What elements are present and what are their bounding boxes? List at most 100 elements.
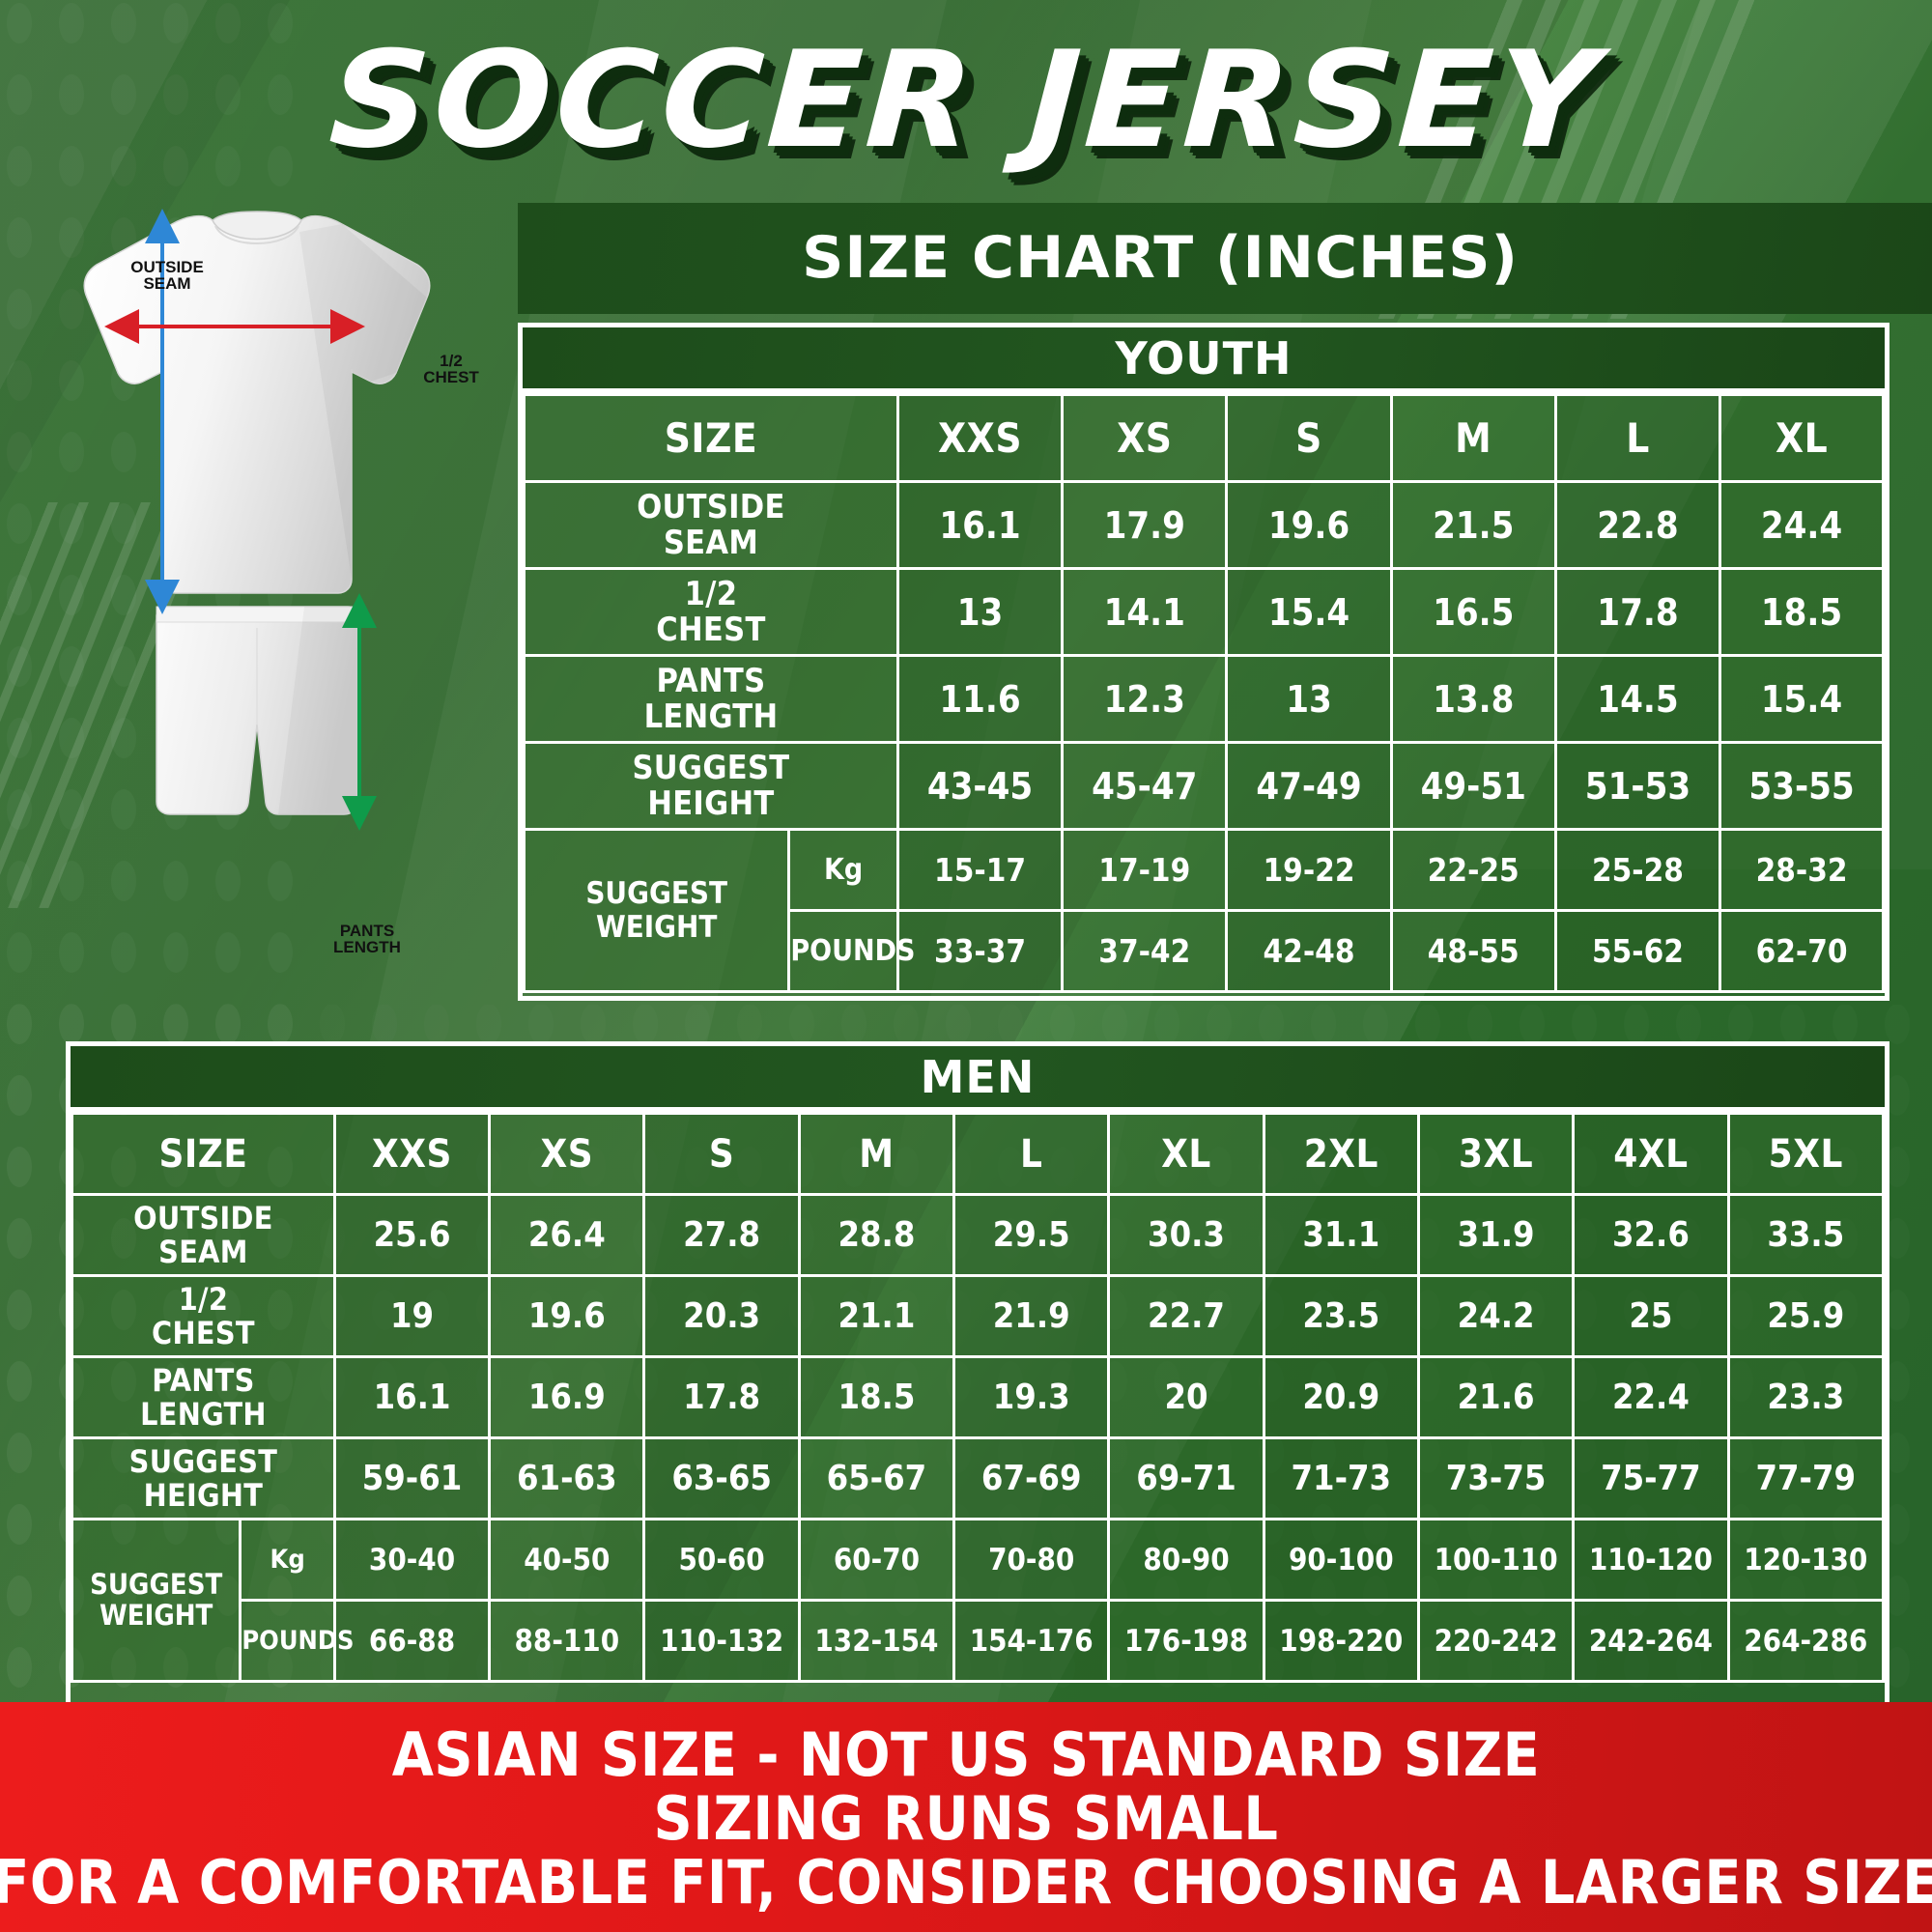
- men-kg-2: 50-60: [642, 1518, 801, 1602]
- men-size-col-7: 3XL: [1416, 1112, 1576, 1196]
- men-cell-1-8: 25: [1572, 1274, 1730, 1358]
- men-cell-2-4: 19.3: [952, 1355, 1111, 1439]
- youth-lb-3: 48-55: [1389, 909, 1557, 993]
- men-cell-2-2: 17.8: [642, 1355, 801, 1439]
- youth-lb-5: 62-70: [1719, 909, 1885, 993]
- men-lb-0: 66-88: [332, 1599, 492, 1683]
- men-cell-2-8: 22.4: [1572, 1355, 1730, 1439]
- men-size-col-6: 2XL: [1262, 1112, 1420, 1196]
- men-cell-0-2: 27.8: [642, 1193, 801, 1277]
- men-cell-0-1: 26.4: [488, 1193, 646, 1277]
- men-row-outside-seam: OUTSIDE SEAM 25.6 26.4 27.8 28.8 29.5 30…: [71, 1193, 1886, 1277]
- men-weight-unit-kg: Kg: [239, 1518, 336, 1602]
- men-size-col-1: XS: [488, 1112, 646, 1196]
- men-cell-0-8: 32.6: [1572, 1193, 1730, 1277]
- men-weight-unit-pounds: POUNDS: [239, 1599, 355, 1683]
- men-cell-3-3: 65-67: [797, 1436, 956, 1520]
- men-size-col-3: M: [797, 1112, 956, 1196]
- youth-row-weight-kg: SUGGEST WEIGHT Kg 15-17 17-19 19-22 22-2…: [522, 828, 1885, 993]
- men-kg-1: 40-50: [488, 1518, 646, 1602]
- youth-cell-0-5: 24.4: [1719, 480, 1885, 570]
- men-lb-3: 132-154: [797, 1599, 956, 1683]
- men-cell-0-0: 25.6: [332, 1193, 492, 1277]
- pants-length-measure-label: PANTS LENGTH: [333, 922, 401, 957]
- men-lb-9: 264-286: [1726, 1599, 1886, 1683]
- youth-cell-0-2: 19.6: [1225, 480, 1393, 570]
- men-group-title: MEN: [71, 1046, 1885, 1112]
- youth-kg-3: 22-25: [1389, 828, 1557, 912]
- men-kg-4: 70-80: [952, 1518, 1111, 1602]
- youth-row-label-3: SUGGEST HEIGHT: [523, 741, 899, 831]
- men-size-label: SIZE: [71, 1112, 336, 1196]
- men-cell-3-4: 67-69: [952, 1436, 1111, 1520]
- youth-lb-1: 37-42: [1061, 909, 1229, 993]
- youth-row-weight-pounds: POUNDS 33-37 37-42 42-48 48-55 55-62 62-…: [525, 909, 1885, 993]
- men-row-half-chest: 1/2 CHEST 19 19.6 20.3 21.1 21.9 22.7 23…: [71, 1274, 1886, 1358]
- youth-row-outside-seam: OUTSIDE SEAM 16.1 17.9 19.6 21.5 22.8 24…: [523, 480, 1885, 570]
- youth-cell-3-4: 51-53: [1553, 741, 1722, 831]
- youth-header-row: SIZE XXS XS S M L XL: [523, 393, 1885, 483]
- youth-row-suggest-height: SUGGEST HEIGHT 43-45 45-47 47-49 49-51 5…: [523, 741, 1885, 831]
- men-cell-0-6: 31.1: [1262, 1193, 1420, 1277]
- youth-size-col-3: M: [1389, 393, 1557, 483]
- men-size-col-0: XXS: [332, 1112, 492, 1196]
- men-cell-1-5: 22.7: [1107, 1274, 1265, 1358]
- men-size-col-9: 5XL: [1726, 1112, 1886, 1196]
- men-size-table-block: MEN SIZE XXS XS S M L XL 2XL 3XL 4XL 5XL…: [66, 1041, 1889, 1719]
- men-cell-3-5: 69-71: [1107, 1436, 1265, 1520]
- garment-illustration: [83, 209, 431, 831]
- men-cell-1-3: 21.1: [797, 1274, 956, 1358]
- men-lb-1: 88-110: [488, 1599, 646, 1683]
- youth-cell-2-0: 11.6: [895, 654, 1065, 744]
- men-cell-0-4: 29.5: [952, 1193, 1111, 1277]
- men-row-label-2: PANTS LENGTH: [71, 1355, 336, 1439]
- sizing-warning-banner: ASIAN SIZE - NOT US STANDARD SIZE SIZING…: [0, 1702, 1932, 1932]
- men-size-col-8: 4XL: [1572, 1112, 1730, 1196]
- youth-size-col-1: XS: [1061, 393, 1229, 483]
- men-cell-1-0: 19: [332, 1274, 492, 1358]
- youth-weight-unit-kg: Kg: [787, 828, 899, 912]
- youth-group-title: YOUTH: [523, 327, 1885, 393]
- youth-cell-1-0: 13: [895, 567, 1065, 657]
- men-cell-2-3: 18.5: [797, 1355, 956, 1439]
- men-row-weight-pounds: POUNDS 66-88 88-110 110-132 132-154 154-…: [72, 1599, 1886, 1683]
- youth-cell-0-0: 16.1: [895, 480, 1065, 570]
- men-row-label-0: OUTSIDE SEAM: [71, 1193, 336, 1277]
- youth-size-col-0: XXS: [895, 393, 1065, 483]
- men-cell-3-0: 59-61: [332, 1436, 492, 1520]
- youth-cell-2-4: 14.5: [1553, 654, 1722, 744]
- men-header-row: SIZE XXS XS S M L XL 2XL 3XL 4XL 5XL: [71, 1112, 1886, 1196]
- youth-cell-1-3: 16.5: [1389, 567, 1557, 657]
- youth-cell-2-2: 13: [1225, 654, 1393, 744]
- youth-row-label-2: PANTS LENGTH: [523, 654, 899, 744]
- youth-lb-0: 33-37: [895, 909, 1065, 993]
- men-size-table: SIZE XXS XS S M L XL 2XL 3XL 4XL 5XL OUT…: [70, 1112, 1886, 1683]
- men-cell-0-9: 33.5: [1726, 1193, 1886, 1277]
- men-cell-1-7: 24.2: [1416, 1274, 1576, 1358]
- men-size-col-5: XL: [1107, 1112, 1265, 1196]
- youth-cell-1-5: 18.5: [1719, 567, 1885, 657]
- youth-cell-0-1: 17.9: [1061, 480, 1229, 570]
- chart-heading-band: [518, 203, 1932, 314]
- warning-line-2: SIZING RUNS SMALL: [653, 1783, 1279, 1855]
- men-cell-0-3: 28.8: [797, 1193, 956, 1277]
- youth-size-label: SIZE: [523, 393, 899, 483]
- title-bar: SOCCER JERSEY: [0, 8, 1932, 191]
- men-cell-1-6: 23.5: [1262, 1274, 1420, 1358]
- youth-cell-0-3: 21.5: [1389, 480, 1557, 570]
- youth-weight-unit-pounds: POUNDS: [787, 909, 915, 993]
- men-row-label-1: 1/2 CHEST: [71, 1274, 336, 1358]
- half-chest-measure-label: 1/2 CHEST: [423, 352, 479, 387]
- warning-line-3: FOR A COMFORTABLE FIT, CONSIDER CHOOSING…: [0, 1846, 1932, 1918]
- youth-row-half-chest: 1/2 CHEST 13 14.1 15.4 16.5 17.8 18.5: [523, 567, 1885, 657]
- men-size-col-4: L: [952, 1112, 1111, 1196]
- men-lb-4: 154-176: [952, 1599, 1111, 1683]
- youth-cell-2-5: 15.4: [1719, 654, 1885, 744]
- men-lb-2: 110-132: [642, 1599, 801, 1683]
- men-size-col-2: S: [642, 1112, 801, 1196]
- men-kg-8: 110-120: [1572, 1518, 1730, 1602]
- youth-row-label-1: 1/2 CHEST: [523, 567, 899, 657]
- youth-lb-4: 55-62: [1553, 909, 1722, 993]
- men-cell-3-1: 61-63: [488, 1436, 646, 1520]
- men-cell-1-9: 25.9: [1726, 1274, 1886, 1358]
